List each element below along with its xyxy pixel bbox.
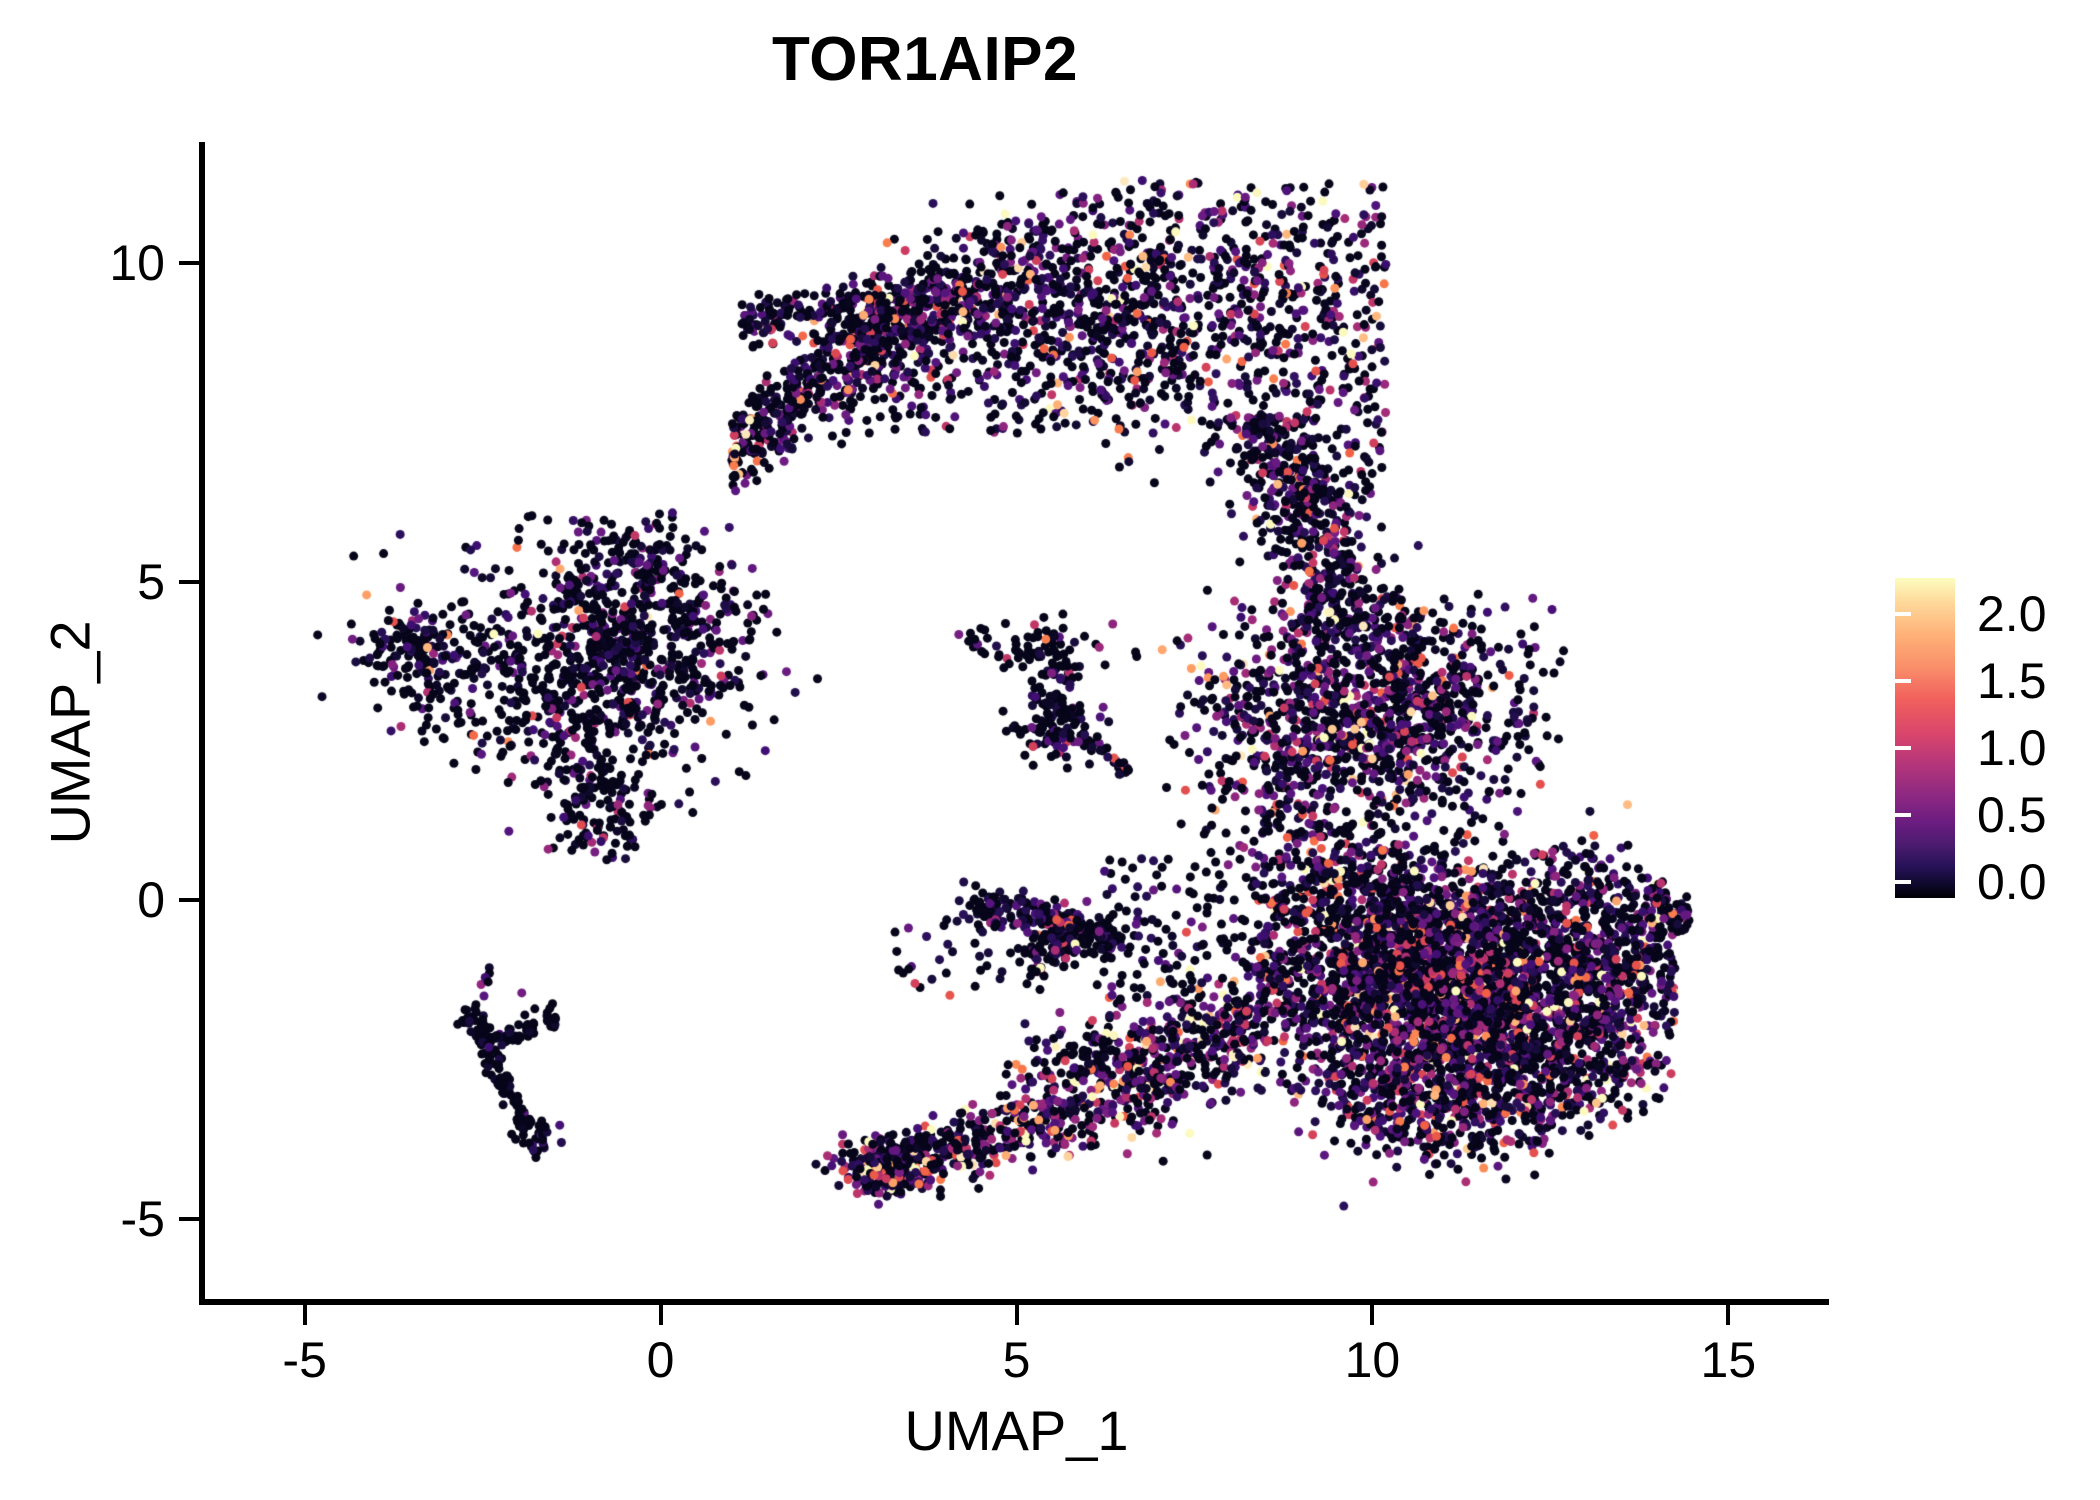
colorbar-tick bbox=[1879, 812, 1895, 817]
x-tick-label: -5 bbox=[282, 1332, 327, 1388]
colorbar-tick bbox=[1895, 812, 1911, 817]
y-tick bbox=[179, 1217, 199, 1222]
colorbar-tick-label: 0.0 bbox=[1977, 853, 2047, 910]
y-tick bbox=[179, 579, 199, 584]
colorbar-tick bbox=[1879, 679, 1895, 684]
plot-panel bbox=[205, 142, 1828, 1302]
colorbar-tick-label: 0.5 bbox=[1977, 786, 2047, 843]
x-tick bbox=[658, 1305, 663, 1325]
colorbar-tick bbox=[1895, 746, 1911, 751]
colorbar-tick bbox=[1879, 879, 1895, 884]
scatter-canvas bbox=[205, 142, 1828, 1302]
y-tick-label: 5 bbox=[137, 553, 165, 610]
x-tick-label: 5 bbox=[1002, 1332, 1031, 1388]
x-tick bbox=[1370, 1305, 1375, 1325]
x-axis-line bbox=[199, 1299, 1829, 1305]
x-tick bbox=[1726, 1305, 1731, 1325]
colorbar-tick bbox=[1895, 612, 1911, 617]
colorbar-tick-label: 1.0 bbox=[1977, 720, 2047, 777]
x-tick-label: 10 bbox=[1344, 1332, 1401, 1388]
x-tick bbox=[302, 1305, 307, 1325]
x-tick-label: 15 bbox=[1700, 1332, 1757, 1388]
colorbar-tick bbox=[1879, 746, 1895, 751]
x-tick-label: 0 bbox=[646, 1332, 675, 1388]
colorbar-gradient bbox=[1895, 578, 1955, 898]
colorbar-tick-label: 1.5 bbox=[1977, 653, 2047, 710]
y-tick-label: -5 bbox=[120, 1191, 165, 1248]
y-tick bbox=[179, 261, 199, 266]
y-axis-line bbox=[199, 142, 205, 1305]
colorbar-tick-label: 2.0 bbox=[1977, 586, 2047, 643]
y-tick-label: 0 bbox=[137, 872, 165, 929]
y-axis-label: UMAP_2 bbox=[38, 620, 102, 845]
page-title: TOR1AIP2 bbox=[771, 25, 1079, 94]
y-tick bbox=[179, 898, 199, 903]
x-axis-label: UMAP_1 bbox=[904, 1399, 1129, 1462]
colorbar-tick bbox=[1895, 679, 1911, 684]
colorbar-tick bbox=[1895, 879, 1911, 884]
y-tick-label: 10 bbox=[109, 235, 165, 292]
colorbar-tick bbox=[1879, 612, 1895, 617]
x-tick bbox=[1014, 1305, 1019, 1325]
